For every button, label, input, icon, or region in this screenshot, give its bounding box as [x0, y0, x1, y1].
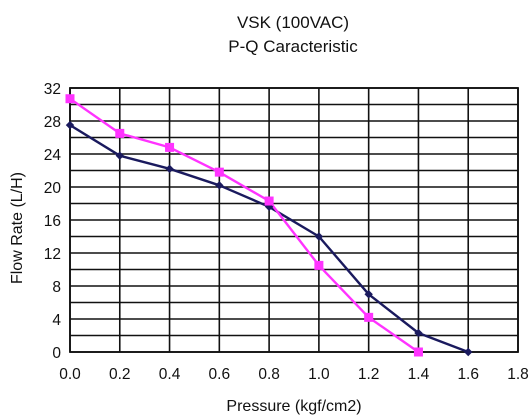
x-tick-label: 1.2 — [358, 366, 380, 383]
y-tick-label: 28 — [44, 114, 61, 131]
chart-title: VSK (100VAC) — [237, 13, 349, 32]
data-point-diamond — [165, 164, 174, 174]
data-point-square — [364, 312, 374, 322]
y-tick-label: 16 — [44, 213, 61, 230]
x-tick-label: 1.6 — [457, 366, 479, 383]
y-tick-label: 32 — [44, 81, 61, 98]
series-line-2 — [69, 97, 420, 353]
data-point-square — [165, 142, 175, 152]
x-tick-label: 0.4 — [159, 366, 181, 383]
plot-grid — [69, 87, 519, 353]
data-point-square — [413, 347, 423, 357]
data-point-diamond — [115, 151, 124, 160]
y-tick-label: 12 — [44, 246, 61, 263]
data-point-square — [115, 128, 125, 138]
data-point-diamond — [364, 290, 373, 299]
x-tick-label: 0.6 — [209, 366, 231, 383]
x-tick-label: 0.0 — [59, 366, 81, 383]
x-tick-label: 1.8 — [507, 366, 529, 383]
data-point-diamond — [314, 232, 324, 241]
chart-subtitle: P-Q Caracteristic — [228, 37, 358, 56]
data-point-diamond — [414, 328, 423, 338]
y-tick-label: 20 — [44, 180, 62, 197]
data-point-square — [65, 94, 75, 104]
data-point-square — [314, 260, 324, 270]
y-tick-label: 8 — [52, 279, 61, 296]
x-axis-label: Pressure (kgf/cm2) — [226, 398, 361, 415]
data-point-diamond — [215, 181, 224, 190]
y-tick-label: 4 — [52, 312, 61, 329]
data-point-square — [264, 196, 274, 206]
x-tick-label: 1.4 — [408, 366, 430, 383]
data-point-diamond — [65, 120, 75, 130]
x-tick-label: 0.2 — [109, 366, 131, 383]
x-tick-label: 1.0 — [308, 366, 330, 383]
y-tick-label: 0 — [52, 345, 61, 362]
series-markers — [65, 94, 473, 357]
y-tick-label: 24 — [44, 147, 62, 164]
x-tick-label: 0.8 — [258, 366, 280, 383]
data-point-diamond — [464, 347, 473, 357]
plot-frame — [69, 87, 519, 353]
tick-labels: 0.0 0.2 0.4 0.6 0.8 1.0 1.2 1.4 1.6 1.8 0 4 8 12 16 20 2… — [44, 81, 529, 383]
y-axis-label: Flow Rate (L/H) — [9, 172, 26, 284]
data-point-square — [214, 167, 224, 177]
